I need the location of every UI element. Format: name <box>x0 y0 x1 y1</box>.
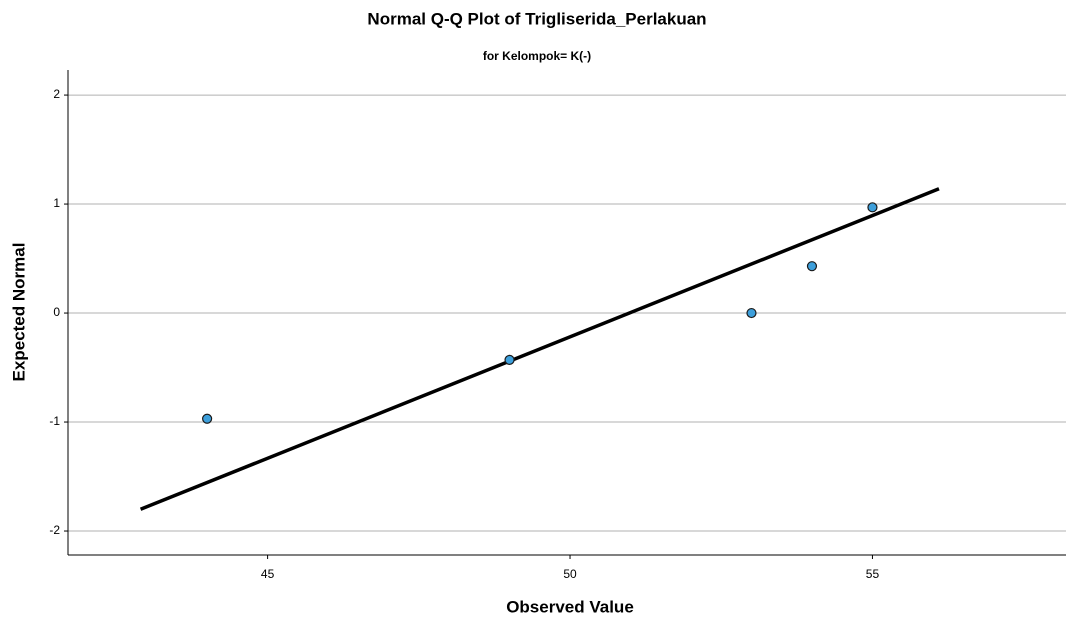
chart-subtitle: for Kelompok= K(-) <box>483 49 591 63</box>
x-tick-label: 45 <box>261 567 275 581</box>
y-tick-label: 1 <box>53 196 60 210</box>
point <box>806 261 818 272</box>
x-tick-label: 55 <box>866 567 880 581</box>
x-tick-label: 50 <box>563 567 577 581</box>
y-tick-label: 2 <box>53 87 60 101</box>
point <box>867 202 878 213</box>
point <box>202 413 213 424</box>
y-tick-label: -1 <box>49 414 60 428</box>
chart-title: Normal Q-Q Plot of Trigliserida_Perlakua… <box>367 9 706 28</box>
y-tick-label: -2 <box>49 523 60 537</box>
point <box>504 354 515 366</box>
point <box>746 307 757 319</box>
x-axis-label: Observed Value <box>506 597 634 616</box>
y-axis-label: Expected Normal <box>9 243 28 382</box>
reference-line <box>139 187 940 511</box>
y-tick-label: 0 <box>53 305 60 319</box>
